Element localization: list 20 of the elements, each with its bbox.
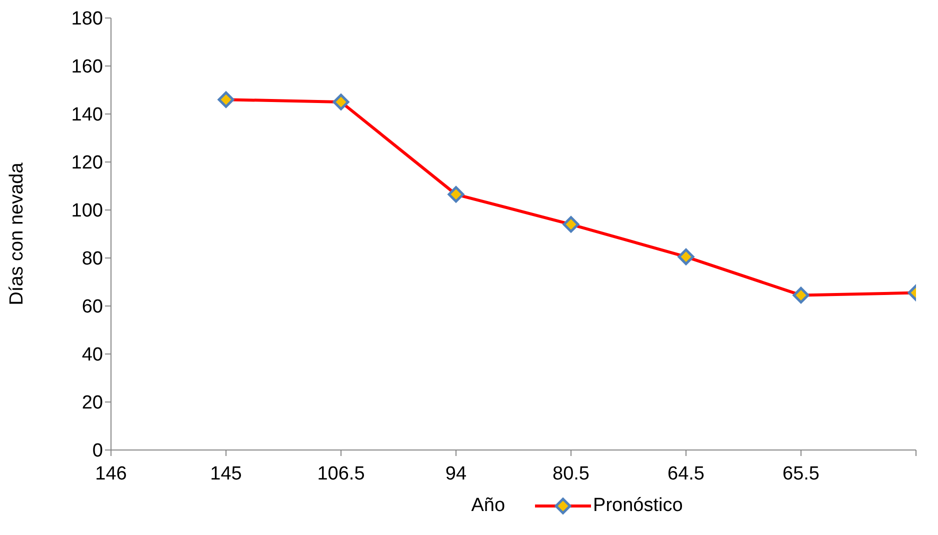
y-tick-label: 0	[92, 440, 103, 462]
legend-label: Pronóstico	[593, 495, 683, 517]
y-tick-label: 140	[71, 104, 103, 126]
y-tick-label: 100	[71, 200, 103, 222]
x-tick-label: 94	[445, 463, 467, 484]
y-tick-label: 20	[82, 392, 103, 414]
x-tick-label: 65.5	[782, 463, 820, 484]
y-axis-title: Días con nevada	[6, 162, 28, 306]
x-tick-label: 146	[95, 463, 127, 484]
x-tick-label: 80.5	[552, 463, 590, 484]
y-tick-label: 60	[82, 296, 103, 318]
y-tick-label: 180	[71, 8, 103, 30]
y-tick-label: 120	[71, 152, 103, 174]
y-tick-label: 80	[82, 248, 103, 270]
y-tick-label: 160	[71, 56, 103, 78]
x-tick-label: 145	[210, 463, 242, 484]
x-tick-label: 64.5	[668, 463, 704, 484]
x-axis-title: Año	[471, 495, 506, 517]
x-tick-label: 106.5	[317, 463, 365, 484]
y-tick-label: 40	[82, 344, 103, 366]
